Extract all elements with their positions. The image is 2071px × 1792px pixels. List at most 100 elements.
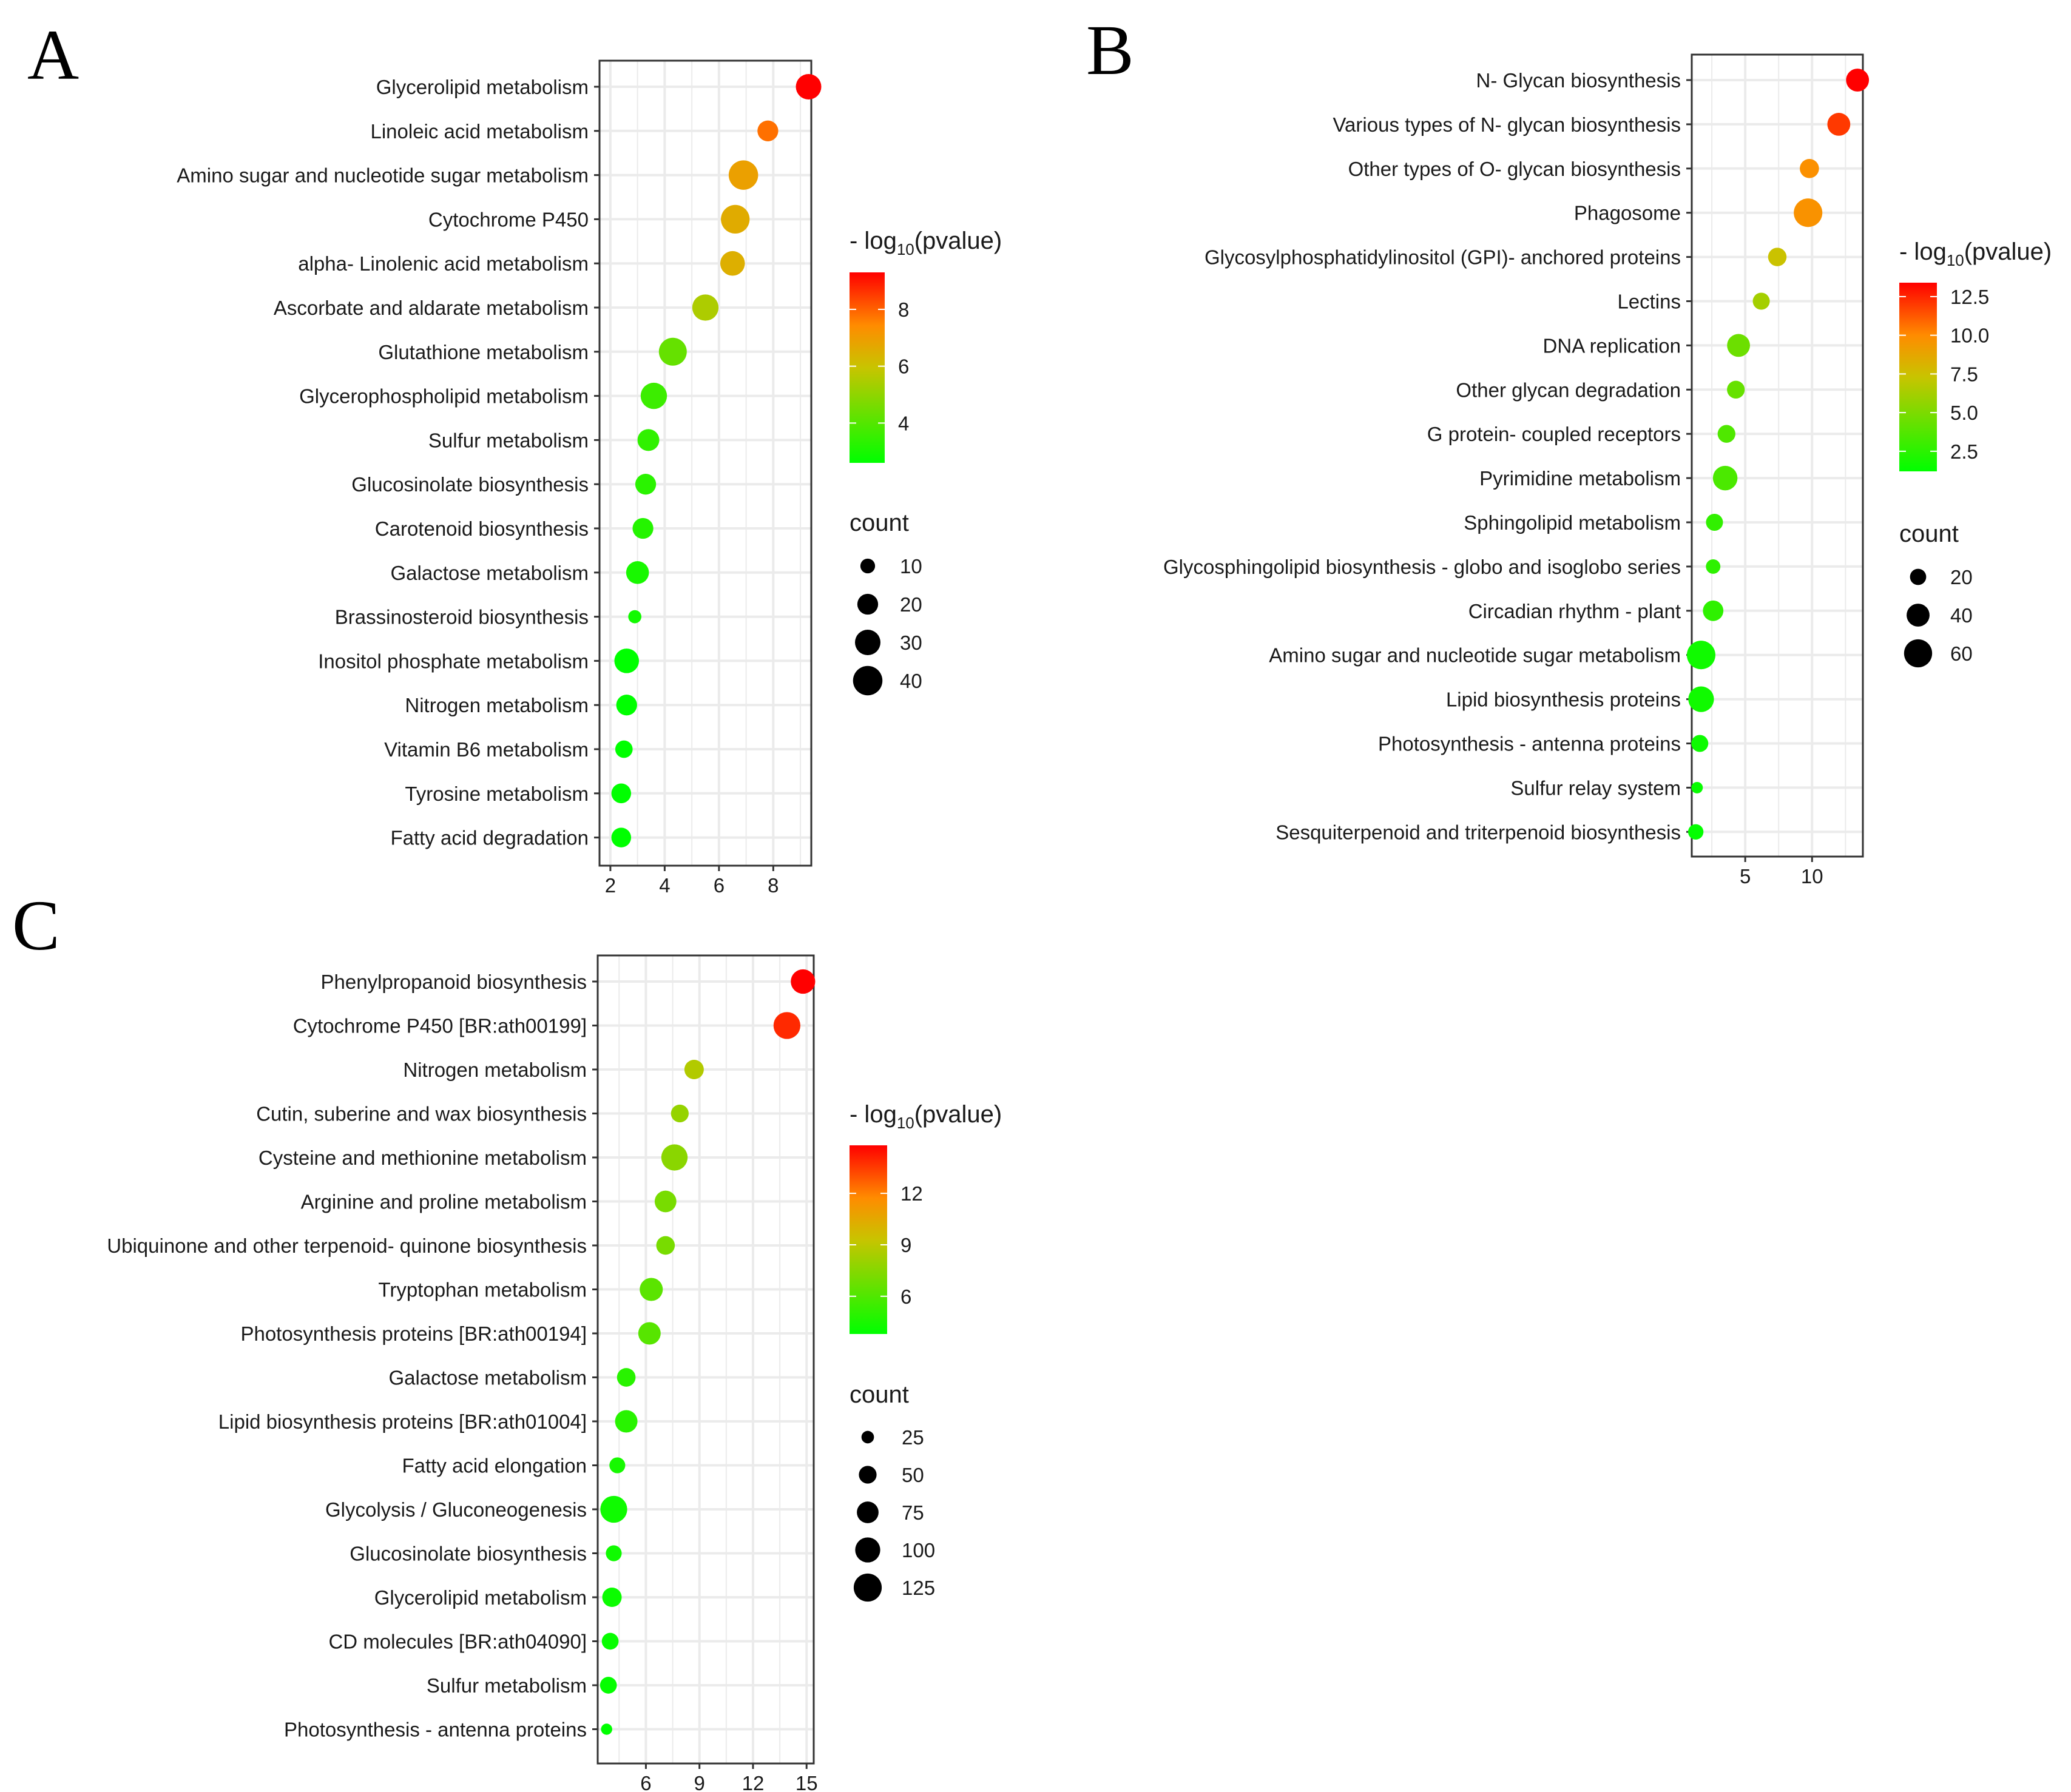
y-tick-label: N- Glycan biosynthesis xyxy=(1476,69,1681,92)
data-point xyxy=(1800,158,1819,178)
x-tick-label: 12 xyxy=(742,1772,765,1792)
size-legend-label: 30 xyxy=(900,632,922,654)
color-legend-label: 2.5 xyxy=(1950,440,1978,463)
size-legend-key xyxy=(857,1501,879,1523)
data-point xyxy=(757,120,779,141)
y-tick-label: Glycerophospholipid metabolism xyxy=(299,385,589,408)
data-point xyxy=(602,1588,622,1607)
data-point xyxy=(640,1278,663,1301)
y-tick-label: Photosynthesis proteins [BR:ath00194] xyxy=(240,1322,587,1345)
data-point xyxy=(611,827,632,847)
color-legend-label: 12 xyxy=(900,1182,923,1205)
panel-b: B N- Glycan biosynthesis Various types of … xyxy=(1086,10,2052,888)
data-point xyxy=(638,1322,661,1345)
x-tick-label: 8 xyxy=(768,874,779,897)
y-tick-label: Glucosinolate biosynthesis xyxy=(350,1543,587,1565)
color-legend-label: 12.5 xyxy=(1950,286,1989,308)
color-legend-label: 9 xyxy=(900,1234,911,1256)
size-legend-key xyxy=(861,1430,874,1444)
plot-background xyxy=(600,61,811,866)
size-legend-key xyxy=(857,593,879,615)
data-point xyxy=(661,1144,688,1171)
size-legend-key xyxy=(855,1537,880,1563)
x-tick-label: 5 xyxy=(1740,865,1751,888)
data-point xyxy=(1794,198,1823,227)
panel-c: C Phenylpropanoid biosynthesis Cytochrome … xyxy=(12,886,1002,1792)
y-tick-label: Carotenoid biosynthesis xyxy=(375,517,589,540)
y-tick-label: Cytochrome P450 [BR:ath00199] xyxy=(293,1015,587,1037)
color-legend-label: 4 xyxy=(898,412,909,434)
y-tick-label: Glutathione metabolism xyxy=(378,341,589,363)
data-point xyxy=(791,969,816,994)
data-point xyxy=(626,561,649,584)
y-tick-label: Ubiquinone and other terpenoid- quinone … xyxy=(107,1235,587,1257)
data-point xyxy=(1703,600,1724,621)
data-point xyxy=(720,251,745,276)
color-legend-label: 8 xyxy=(898,298,909,321)
data-point xyxy=(721,204,750,234)
y-tick-label: Glycerolipid metabolism xyxy=(376,76,589,98)
data-point xyxy=(1686,641,1715,670)
y-tick-label: Ascorbate and aldarate metabolism xyxy=(274,297,589,319)
y-tick-label: Nitrogen metabolism xyxy=(403,1059,587,1081)
y-tick-label: Galactose metabolism xyxy=(391,562,589,584)
y-tick-label: Sulfur relay system xyxy=(1510,776,1681,799)
y-tick-label: Various types of N- glycan biosynthesis xyxy=(1333,113,1681,136)
y-tick-label: Inositol phosphate metabolism xyxy=(318,650,589,672)
size-legend-label: 50 xyxy=(902,1464,924,1486)
data-point xyxy=(671,1104,689,1123)
y-tick-label: Cytochrome P450 xyxy=(428,208,589,231)
y-tick-label: Cysteine and methionine metabolism xyxy=(258,1147,587,1169)
size-legend-label: 25 xyxy=(902,1426,924,1449)
y-tick-label: Lipid biosynthesis proteins xyxy=(1446,689,1681,711)
data-point xyxy=(728,160,758,190)
y-tick-label: Amino sugar and nucleotide sugar metabol… xyxy=(177,164,589,187)
y-tick-label: Amino sugar and nucleotide sugar metabol… xyxy=(1269,644,1681,667)
plot-border xyxy=(1691,53,1864,858)
y-tick-label: Sulfur metabolism xyxy=(427,1674,587,1697)
color-legend-label: 6 xyxy=(898,355,909,378)
size-legend-key xyxy=(1910,568,1927,585)
panel-a: A Glycerolipid metabolism Linoleic acid me… xyxy=(27,15,1002,897)
size-legend-key xyxy=(859,1466,877,1484)
size-legend-key xyxy=(1907,604,1930,627)
y-tick-label: Sesquiterpenoid and triterpenoid biosynt… xyxy=(1275,821,1681,843)
color-legend-title: - log10(pvalue) xyxy=(1899,238,2052,269)
color-legend-title: - log10(pvalue) xyxy=(850,1101,1002,1132)
y-tick-label: Other glycan degradation xyxy=(1456,379,1681,401)
size-legend-label: 20 xyxy=(1950,566,1973,588)
y-tick-label: Glycosylphosphatidylinositol (GPI)- anch… xyxy=(1204,246,1681,269)
y-tick-label: Other types of O- glycan biosynthesis xyxy=(1348,158,1681,180)
size-legend-label: 125 xyxy=(902,1577,935,1599)
x-tick-label: 15 xyxy=(796,1772,818,1792)
data-point xyxy=(617,1368,636,1387)
data-point xyxy=(684,1060,704,1079)
y-tick-label: Tryptophan metabolism xyxy=(378,1279,587,1301)
y-tick-label: Tyrosine metabolism xyxy=(405,783,589,805)
y-tick-label: G protein- coupled receptors xyxy=(1427,423,1681,445)
data-point xyxy=(606,1545,622,1561)
data-point xyxy=(615,740,633,758)
data-point xyxy=(1752,292,1770,310)
y-tick-label: Phenylpropanoid biosynthesis xyxy=(321,971,587,993)
color-legend-label: 5.0 xyxy=(1950,402,1978,424)
color-legend-label: 10.0 xyxy=(1950,325,1989,347)
data-point xyxy=(1691,781,1703,793)
y-tick-label: Photosynthesis - antenna proteins xyxy=(1378,733,1681,755)
y-tick-label: Galactose metabolism xyxy=(389,1367,587,1389)
y-tick-label: Glucosinolate biosynthesis xyxy=(351,473,589,496)
plot-border xyxy=(596,954,815,1765)
size-legend-key xyxy=(855,630,880,655)
size-legend-label: 60 xyxy=(1950,642,1973,665)
plot-border xyxy=(598,59,813,867)
plot-background xyxy=(1692,55,1863,857)
color-legend-label: 6 xyxy=(900,1285,911,1308)
data-point xyxy=(1846,69,1870,92)
y-tick-label: Lipid biosynthesis proteins [BR:ath01004… xyxy=(218,1410,587,1433)
data-point xyxy=(1688,686,1714,712)
y-tick-label: Sulfur metabolism xyxy=(428,429,589,451)
size-legend-key xyxy=(853,665,883,696)
x-tick-label: 6 xyxy=(640,1772,651,1792)
size-legend-label: 100 xyxy=(902,1539,935,1561)
y-tick-label: Phagosome xyxy=(1574,202,1681,224)
